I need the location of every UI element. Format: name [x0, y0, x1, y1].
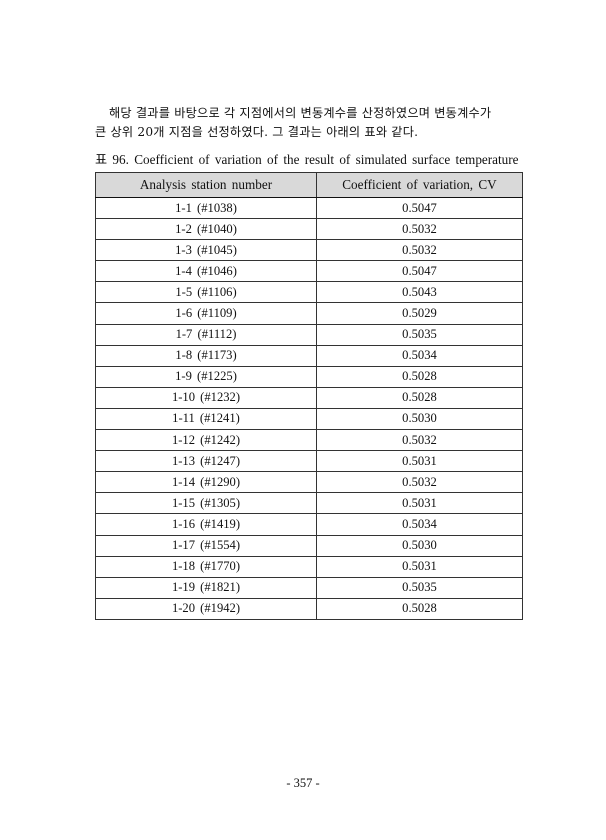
cv-cell: 0.5030 [316, 407, 523, 431]
table-row: 1-5 (#1106) 0.5043 [95, 281, 523, 304]
table-row: 1-11 (#1241) 0.5030 [95, 407, 523, 431]
station-cell: 1-5 (#1106) [95, 281, 317, 304]
paragraph-line: 큰 상위 20개 지점을 선정하였다. 그 결과는 아래의 표와 같다. [95, 125, 419, 139]
cv-cell: 0.5032 [316, 471, 523, 494]
table-row: 1-14 (#1290) 0.5032 [95, 471, 523, 494]
cv-cell: 0.5035 [316, 576, 523, 599]
table-row: 1-18 (#1770) 0.5031 [95, 555, 523, 578]
table-row: 1-20 (#1942) 0.5028 [95, 597, 523, 620]
cv-cell: 0.5032 [316, 239, 523, 262]
table-row: 1-1 (#1038) 0.5047 [95, 196, 523, 220]
page-number: - 357 - [286, 776, 320, 790]
station-cell: 1-13 (#1247) [95, 450, 317, 473]
station-cell: 1-18 (#1770) [95, 555, 317, 578]
cv-cell: 0.5043 [316, 281, 523, 304]
table-row: 1-4 (#1046) 0.5047 [95, 260, 523, 283]
cv-cell: 0.5031 [316, 450, 523, 473]
table-header-row: Analysis station number Coefficient of v… [95, 172, 523, 198]
table-row: 1-12 (#1242) 0.5032 [95, 429, 523, 452]
station-cell: 1-4 (#1046) [95, 260, 317, 283]
cv-cell: 0.5031 [316, 555, 523, 578]
cv-cell: 0.5028 [316, 365, 523, 388]
cv-cell: 0.5028 [316, 597, 523, 620]
table-row: 1-15 (#1305) 0.5031 [95, 492, 523, 515]
table-row: 1-3 (#1045) 0.5032 [95, 239, 523, 262]
table-row: 1-13 (#1247) 0.5031 [95, 450, 523, 473]
station-cell: 1-6 (#1109) [95, 302, 317, 325]
cv-cell: 0.5034 [316, 513, 523, 536]
station-cell: 1-14 (#1290) [95, 471, 317, 494]
station-cell: 1-20 (#1942) [95, 597, 317, 620]
header-cv: Coefficient of variation, CV [316, 172, 523, 198]
cv-table: Analysis station number Coefficient of v… [95, 172, 523, 620]
table-caption: 표 96. Coefficient of variation of the re… [95, 152, 519, 167]
cv-cell: 0.5047 [316, 196, 523, 220]
station-cell: 1-16 (#1419) [95, 513, 317, 536]
station-cell: 1-3 (#1045) [95, 239, 317, 262]
station-cell: 1-15 (#1305) [95, 492, 317, 515]
body-paragraph: 해당 결과를 바탕으로 각 지점에서의 변동계수를 산정하였으며 변동계수가 큰… [95, 104, 525, 142]
cv-cell: 0.5032 [316, 429, 523, 452]
cv-cell: 0.5030 [316, 534, 523, 557]
station-cell: 1-12 (#1242) [95, 429, 317, 452]
cv-cell: 0.5031 [316, 492, 523, 515]
station-cell: 1-7 (#1112) [95, 323, 317, 346]
cv-cell: 0.5034 [316, 344, 523, 367]
table-row: 1-9 (#1225) 0.5028 [95, 365, 523, 388]
station-cell: 1-11 (#1241) [95, 407, 317, 431]
cv-cell: 0.5035 [316, 323, 523, 346]
table-row: 1-10 (#1232) 0.5028 [95, 386, 523, 409]
station-cell: 1-1 (#1038) [95, 196, 317, 220]
table-row: 1-6 (#1109) 0.5029 [95, 302, 523, 325]
station-cell: 1-17 (#1554) [95, 534, 317, 557]
cv-cell: 0.5028 [316, 386, 523, 409]
table-row: 1-8 (#1173) 0.5034 [95, 344, 523, 367]
cv-cell: 0.5032 [316, 218, 523, 241]
station-cell: 1-8 (#1173) [95, 344, 317, 367]
station-cell: 1-2 (#1040) [95, 218, 317, 241]
table-row: 1-7 (#1112) 0.5035 [95, 323, 523, 346]
table-row: 1-19 (#1821) 0.5035 [95, 576, 523, 599]
station-cell: 1-9 (#1225) [95, 365, 317, 388]
cv-cell: 0.5029 [316, 302, 523, 325]
cv-cell: 0.5047 [316, 260, 523, 283]
table-row: 1-17 (#1554) 0.5030 [95, 534, 523, 557]
station-cell: 1-19 (#1821) [95, 576, 317, 599]
table-row: 1-16 (#1419) 0.5034 [95, 513, 523, 536]
station-cell: 1-10 (#1232) [95, 386, 317, 409]
table-row: 1-2 (#1040) 0.5032 [95, 218, 523, 241]
paragraph-line: 해당 결과를 바탕으로 각 지점에서의 변동계수를 산정하였으며 변동계수가 [109, 106, 492, 120]
header-station: Analysis station number [95, 172, 317, 198]
